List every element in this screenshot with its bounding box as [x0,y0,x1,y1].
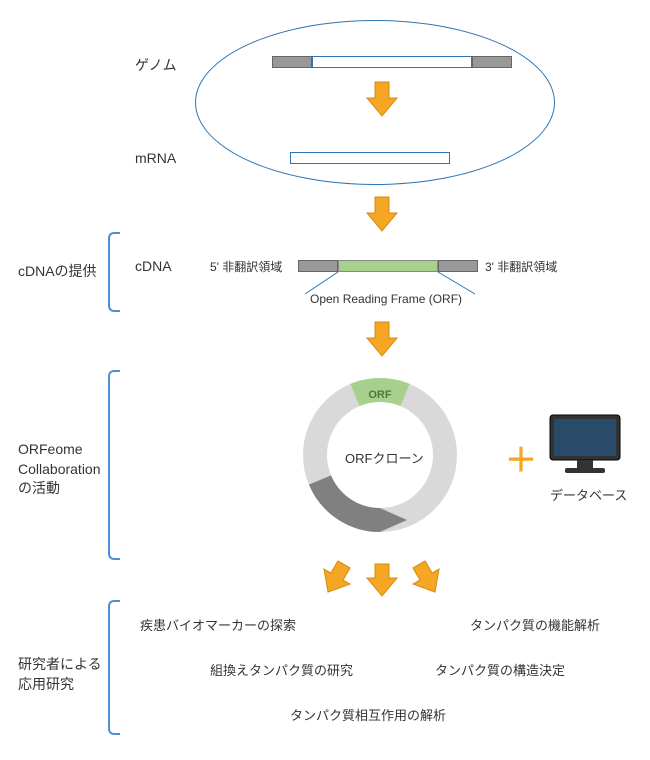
orf-caption: Open Reading Frame (ORF) [310,292,462,306]
genome-bar-right [472,56,512,68]
app-recombinant: 組換えタンパク質の研究 [210,660,353,679]
app-interaction: タンパク質相互作用の解析 [290,705,446,724]
arrow-1 [365,80,399,120]
app-biomarker: 疾患バイオマーカーの探索 [140,615,296,634]
side-cdna: cDNAの提供 [18,262,97,282]
side-applied: 研究者による 応用研究 [18,655,102,694]
monitor-icon [545,410,625,480]
utr3-label: 3' 非翻訳領域 [485,258,557,275]
arrow-2 [365,195,399,235]
arrow-split-mid [365,562,399,602]
bracket-applied [108,600,120,735]
orf-clone-label: ORFクローン [345,448,424,467]
label-cdna: cDNA [135,258,172,274]
orf-clone-ring: ORF ORFクローン [295,370,465,540]
side-orfeome: ORFeome Collaboration の活動 [18,440,101,499]
label-mrna: mRNA [135,150,176,166]
utr5-label: 5' 非翻訳領域 [210,258,282,275]
cdna-bar-right [438,260,478,272]
arrow-3 [365,320,399,360]
svg-text:ORF: ORF [368,389,392,401]
bracket-orfeome [108,370,120,560]
arrow-split-right [408,560,448,600]
arrow-split-left [315,560,355,600]
bracket-cdna [108,232,120,312]
app-structure: タンパク質の構造決定 [435,660,565,679]
label-genome: ゲノム [135,55,177,75]
mrna-bar [290,152,450,164]
app-protein-func: タンパク質の機能解析 [470,615,600,634]
genome-bar-left [272,56,312,68]
plus-icon: ＋ [505,435,537,481]
database-label: データベース [550,485,627,504]
cdna-bar-left [298,260,338,272]
genome-bar-mid [312,56,472,68]
cdna-bar-mid [338,260,438,272]
